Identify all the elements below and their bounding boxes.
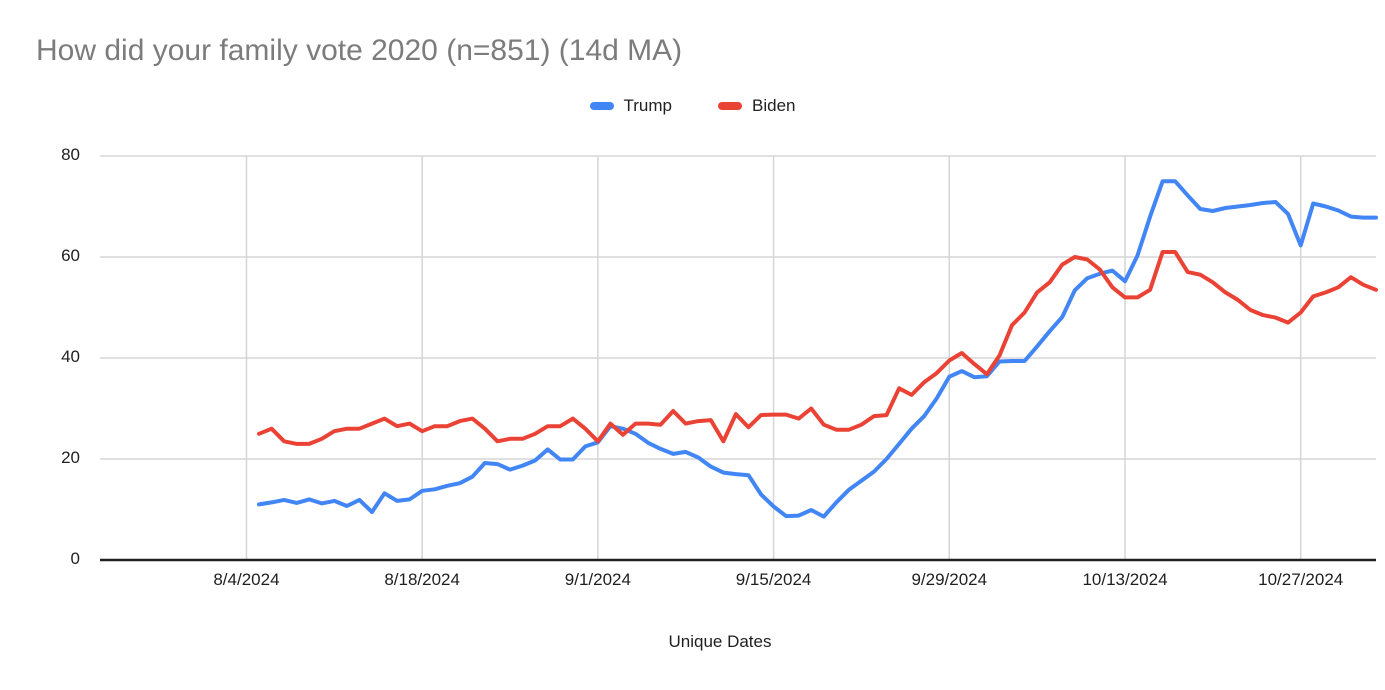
x-tick-label: 10/27/2024 <box>1258 570 1344 589</box>
series-line-trump <box>257 179 1378 519</box>
legend-swatch-icon <box>589 102 614 110</box>
x-tick-label: 10/13/2024 <box>1082 570 1168 589</box>
legend-swatch-icon <box>718 102 742 110</box>
legend: Trump Biden <box>0 96 1385 116</box>
legend-item-trump: Trump <box>589 96 673 116</box>
y-tick-label: 60 <box>61 246 80 265</box>
x-tick-label: 8/18/2024 <box>384 570 460 589</box>
series-line-biden <box>257 250 1378 446</box>
y-tick-label: 80 <box>61 145 80 164</box>
y-tick-label: 0 <box>70 549 80 568</box>
legend-label: Biden <box>752 96 796 115</box>
legend-label: Trump <box>623 96 673 115</box>
x-tick-label: 9/29/2024 <box>911 570 988 589</box>
x-tick-label: 9/15/2024 <box>735 570 812 589</box>
x-tick-label: 9/1/2024 <box>564 570 631 589</box>
y-tick-label: 20 <box>61 448 80 467</box>
x-tick-label: 8/4/2024 <box>213 570 280 589</box>
x-axis-title: Unique Dates <box>668 632 772 651</box>
chart-title: How did your family vote 2020 (n=851) (1… <box>36 34 683 67</box>
legend-item-biden: Biden <box>718 96 795 116</box>
y-tick-label: 40 <box>61 347 80 366</box>
